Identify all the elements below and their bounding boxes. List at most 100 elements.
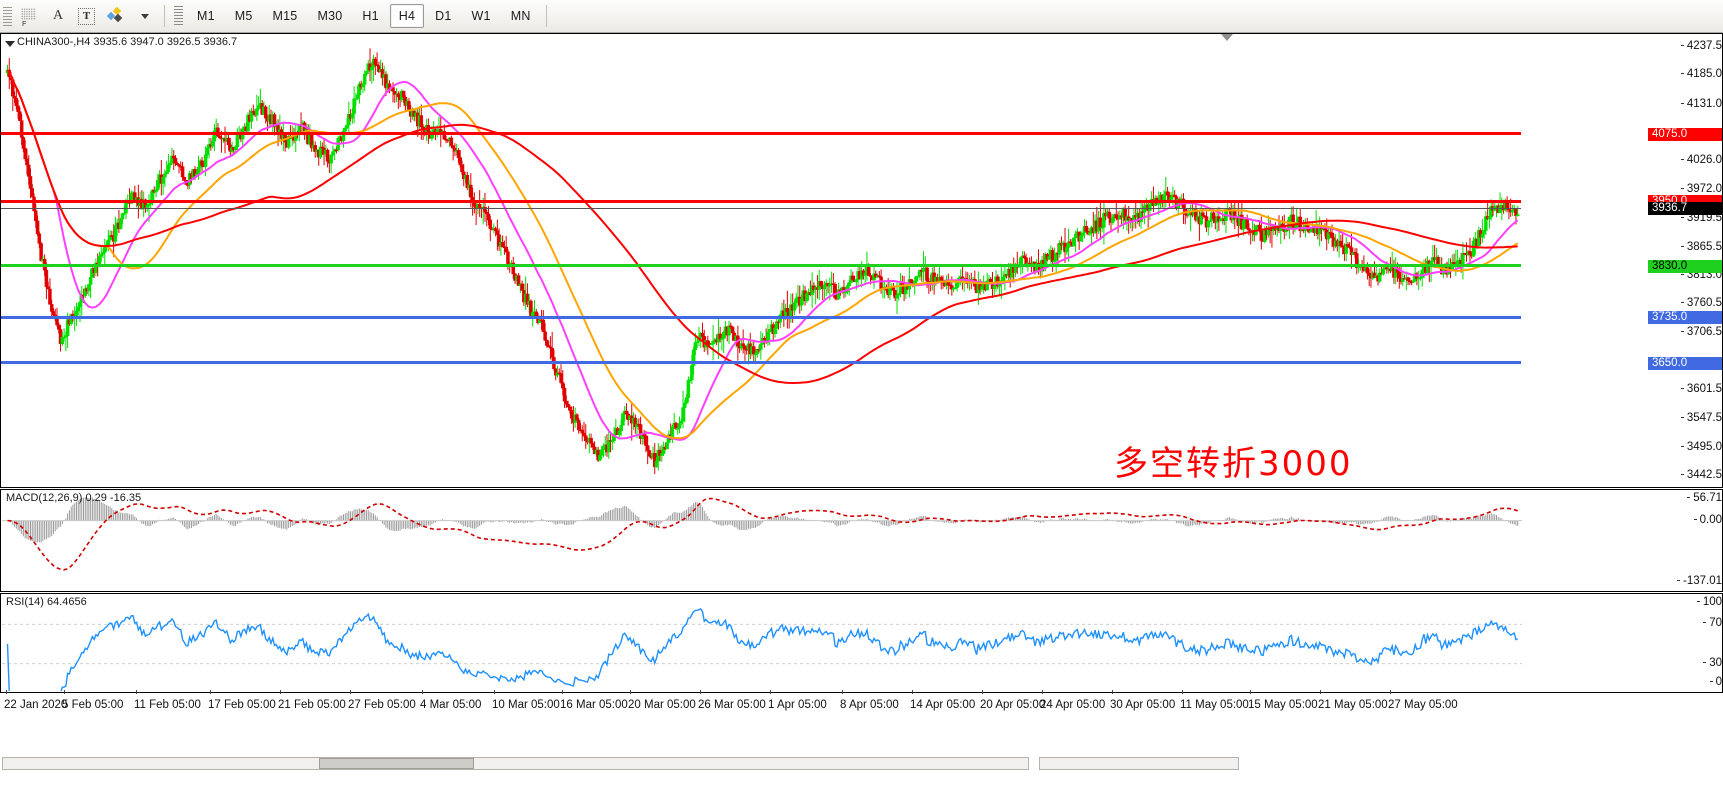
time-tick: 27 Feb 05:00 <box>348 699 416 711</box>
time-tick-mark <box>630 690 631 694</box>
main-toolbar: F A T M1 M5 M15 M30 H1 H4 D1 W1 MN <box>0 0 1723 33</box>
timeframe-m15[interactable]: M15 <box>272 9 298 23</box>
chart-area[interactable]: CHINA300-,H4 3935.6 3947.0 3926.5 3936.7… <box>0 33 1723 795</box>
time-tick-mark <box>210 690 211 694</box>
timeframe-m30[interactable]: M30 <box>317 9 343 23</box>
price-tick: 3442.5 <box>1680 469 1722 481</box>
timeframe-d1[interactable]: D1 <box>435 9 452 23</box>
rsi-tick: 0 <box>1709 676 1722 688</box>
price-tick: 3547.5 <box>1680 412 1722 424</box>
rsi-tick: 100 <box>1696 596 1722 608</box>
timeframe-h4[interactable]: H4 <box>389 4 425 28</box>
price-label-3936-7[interactable]: 3936.7 <box>1648 202 1722 216</box>
time-tick: 1 Apr 05:00 <box>768 699 827 711</box>
price-pane[interactable]: CHINA300-,H4 3935.6 3947.0 3926.5 3936.7… <box>0 33 1723 488</box>
price-tick: 4026.0 <box>1680 154 1722 166</box>
crosshair-f-glyph: F <box>21 7 38 28</box>
price-tick: 4185.0 <box>1680 68 1722 80</box>
timeframe-h1[interactable]: H1 <box>362 9 379 23</box>
hline-3735[interactable] <box>1 315 1521 319</box>
hline-3830[interactable] <box>1 264 1521 268</box>
time-tick: 8 Apr 05:00 <box>840 699 899 711</box>
price-tick: 3865.5 <box>1680 241 1722 253</box>
time-tick: 14 Apr 05:00 <box>910 699 976 711</box>
time-tick-mark <box>1250 690 1251 694</box>
time-tick: 11 Feb 05:00 <box>134 699 201 711</box>
time-tick: 15 May 05:00 <box>1248 699 1318 711</box>
time-tick-mark <box>982 690 983 694</box>
toolbar-drag-handle[interactable] <box>2 5 12 27</box>
time-tick: 16 Mar 05:00 <box>560 699 628 711</box>
time-tick-mark <box>562 690 563 694</box>
hline-3950[interactable] <box>1 199 1521 203</box>
rsi-axis: 100 70 30 0 <box>1647 594 1722 692</box>
rsi-series-svg <box>2 608 1522 691</box>
price-plot[interactable] <box>2 35 1722 486</box>
scrollbar-thumb[interactable] <box>319 758 474 769</box>
timeframe-w1[interactable]: W1 <box>471 9 491 23</box>
chevron-down-glyph <box>141 13 149 19</box>
time-tick: 24 Apr 05:00 <box>1040 699 1106 711</box>
price-label-4075-0[interactable]: 4075.0 <box>1648 127 1722 141</box>
chart-annotation: 多空转折3000 <box>1114 443 1353 484</box>
price-label-3735-0[interactable]: 3735.0 <box>1648 311 1722 325</box>
toolbar-separator <box>164 5 165 27</box>
price-label-3650-0[interactable]: 3650.0 <box>1648 356 1722 370</box>
collapse-chart-icon[interactable] <box>1221 34 1233 41</box>
macd-tick: 56.71 <box>1687 492 1722 504</box>
time-tick-mark <box>1320 690 1321 694</box>
time-tick: 10 Mar 05:00 <box>492 699 560 711</box>
time-tick: 22 Jan 2020 <box>4 699 68 711</box>
chevron-down-icon[interactable] <box>132 3 158 29</box>
time-tick-mark <box>280 690 281 694</box>
text-box-glyph: T <box>78 7 95 25</box>
text-label-icon[interactable]: A <box>45 3 71 29</box>
price-tick: 4131.0 <box>1680 98 1722 110</box>
macd-tick: -137.01 <box>1676 575 1722 587</box>
price-tick: 3972.0 <box>1680 183 1722 195</box>
price-tick: 3760.5 <box>1680 297 1722 309</box>
time-tick: 21 Feb 05:00 <box>278 699 346 711</box>
time-tick-mark <box>136 690 137 694</box>
time-tick: 20 Mar 05:00 <box>628 699 696 711</box>
time-tick-mark <box>350 690 351 694</box>
price-tick: 4237.5 <box>1680 40 1722 52</box>
last-price-line <box>1 207 1521 209</box>
text-label-glyph: A <box>52 8 64 23</box>
symbol-ohlc-label: CHINA300-,H4 3935.6 3947.0 3926.5 3936.7 <box>17 36 238 48</box>
time-tick: 21 May 05:00 <box>1318 699 1388 711</box>
timeframe-m5[interactable]: M5 <box>234 9 253 23</box>
time-tick-mark <box>1390 690 1391 694</box>
macd-label: MACD(12,26,9) 0.29 -16.35 <box>6 492 142 504</box>
symbol-dropdown-icon[interactable] <box>5 41 15 47</box>
time-tick-mark <box>422 690 423 694</box>
text-box-icon[interactable]: T <box>73 3 100 29</box>
time-axis[interactable]: 22 Jan 2020 5 Feb 05:00 11 Feb 05:00 17 Feb… <box>0 690 1723 722</box>
price-axis[interactable]: 4237.5 4185.0 4131.0 4026.0 3972.0 3919.5 3865… <box>1647 34 1722 487</box>
time-tick: 11 May 05:00 <box>1180 699 1249 711</box>
time-tick-mark <box>1112 690 1113 694</box>
hline-4075[interactable] <box>1 132 1521 136</box>
timeframe-drag-handle[interactable] <box>174 6 183 26</box>
macd-pane[interactable]: MACD(12,26,9) 0.29 -16.35 56.71 0.00 -137.… <box>0 489 1723 592</box>
time-tick: 27 May 05:00 <box>1388 699 1458 711</box>
rsi-pane[interactable]: RSI(14) 64.4656 100 70 30 0 <box>0 593 1723 693</box>
time-tick-mark <box>842 690 843 694</box>
horizontal-scrollbar-left[interactable] <box>2 757 1029 770</box>
macd-plot[interactable] <box>2 491 1722 590</box>
timeframe-mn[interactable]: MN <box>510 9 531 23</box>
objects-icon[interactable] <box>102 3 130 29</box>
horizontal-scrollbar-right[interactable] <box>1039 757 1239 770</box>
time-tick: 17 Feb 05:00 <box>208 699 276 711</box>
price-label-3830-0[interactable]: 3830.0 <box>1648 259 1722 273</box>
time-tick: 5 Feb 05:00 <box>62 699 124 711</box>
macd-series-svg <box>2 497 1522 571</box>
timeframe-m1[interactable]: M1 <box>197 9 215 23</box>
rsi-tick: 30 <box>1703 657 1722 669</box>
time-tick-mark <box>6 690 7 694</box>
hline-3650[interactable] <box>1 361 1521 365</box>
time-tick: 26 Mar 05:00 <box>698 699 766 711</box>
crosshair-f-icon[interactable]: F <box>16 3 43 29</box>
toolbar-separator-end <box>545 5 547 27</box>
rsi-plot[interactable] <box>2 595 1722 691</box>
